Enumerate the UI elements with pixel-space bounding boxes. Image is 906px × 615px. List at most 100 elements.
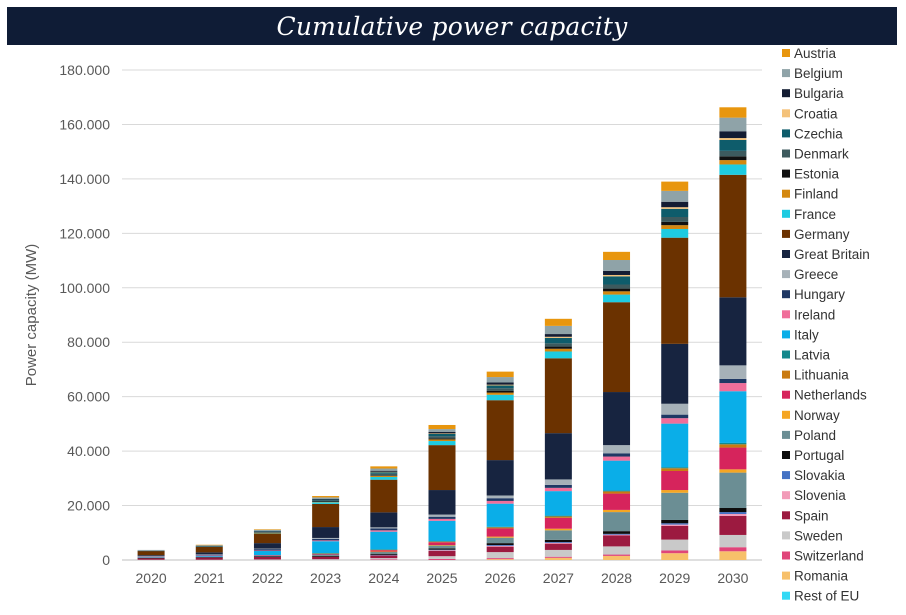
- bar-segment-ireland-2030: [719, 383, 747, 392]
- bar-segment-ireland-2029: [661, 418, 689, 424]
- y-tick-label: 160.000: [59, 116, 110, 132]
- bar-segment-portugal-2030: [719, 508, 747, 513]
- bar-segment-italy-2025: [428, 520, 456, 542]
- legend-label: Spain: [794, 508, 829, 523]
- legend-label: Croatia: [794, 106, 838, 121]
- bar-segment-greece-2028: [603, 445, 631, 454]
- bar-segment-norway-2029: [661, 490, 689, 493]
- bar-segment-france-2028: [603, 294, 631, 303]
- bar-segment-portugal-2020: [137, 557, 165, 559]
- x-tick-label: 2028: [601, 570, 632, 586]
- bar-segment-estonia-2023: [312, 501, 340, 502]
- legend-swatch: [782, 89, 790, 98]
- bar-segment-romania-2026: [486, 559, 514, 560]
- bar-segment-czechia-2030: [719, 139, 747, 151]
- bar-segment-denmark-2026: [486, 388, 514, 391]
- bar-segment-poland-2026: [486, 537, 514, 544]
- bar-segment-czechia-2028: [603, 276, 631, 285]
- bar-segment-sweden-2029: [661, 539, 689, 551]
- legend-swatch: [782, 370, 790, 379]
- bar-segment-austria-2030: [719, 107, 747, 118]
- legend-label: Rest of EU: [794, 589, 859, 604]
- bar-segment-greece-2023: [312, 537, 340, 539]
- bar-segment-norway-2024: [370, 551, 398, 553]
- legend-swatch: [782, 390, 790, 399]
- bar-segment-latvia-2030: [719, 442, 747, 445]
- legend-swatch: [782, 471, 790, 480]
- legend-swatch: [782, 129, 790, 138]
- bar-segment-romania-2028: [603, 555, 631, 560]
- bar-segment-czechia-2025: [428, 433, 456, 437]
- bar-segment-lithuania-2027: [544, 516, 572, 518]
- legend-label: Belgium: [794, 66, 843, 81]
- bar-segment-greece-2021: [195, 554, 223, 555]
- bar-segment-sweden-2023: [312, 559, 340, 560]
- bar-segment-norway-2027: [544, 528, 572, 531]
- bar-segment-sweden-2020: [137, 559, 165, 561]
- bar-segment-czechia-2022: [253, 531, 281, 532]
- bar-segment-great-britain-2027: [544, 433, 572, 480]
- bar-segment-czechia-2026: [486, 385, 514, 389]
- bar-segment-switzerland-2027: [544, 556, 572, 558]
- bar-segment-croatia-2028: [603, 274, 631, 277]
- bar-segment-latvia-2028: [603, 490, 631, 492]
- bar-segment-austria-2029: [661, 181, 689, 191]
- legend-label: Romania: [794, 569, 849, 584]
- bar-segment-romania-2027: [544, 557, 572, 560]
- legend-swatch: [782, 229, 790, 238]
- bar-segment-slovakia-2024: [370, 554, 398, 556]
- bar-segment-sweden-2026: [486, 552, 514, 559]
- legend-swatch: [782, 250, 790, 258]
- bar-segment-lithuania-2026: [486, 527, 514, 529]
- bar-segment-poland-2021: [195, 557, 223, 558]
- legend-label: Switzerland: [794, 549, 864, 564]
- x-tick-label: 2030: [717, 570, 748, 586]
- bar-segment-portugal-2022: [253, 556, 281, 558]
- bar-segment-france-2025: [428, 441, 456, 446]
- bar-segment-slovenia-2027: [544, 542, 572, 544]
- bar-segment-france-2030: [719, 164, 747, 175]
- legend-label: Austria: [794, 46, 837, 61]
- bar-segment-greece-2020: [137, 555, 165, 557]
- bar-segment-great-britain-2029: [661, 343, 689, 404]
- bar-segment-bulgaria-2030: [719, 131, 747, 139]
- x-tick-label: 2025: [426, 570, 457, 586]
- bar-segment-france-2026: [486, 394, 514, 401]
- bar-segment-lithuania-2023: [312, 553, 340, 554]
- bar-segment-belgium-2020: [137, 549, 165, 551]
- bar-segment-france-2024: [370, 476, 398, 480]
- bar-segment-netherlands-2023: [312, 553, 340, 555]
- bar-segment-denmark-2022: [253, 531, 281, 533]
- bar-segment-germany-2028: [603, 302, 631, 393]
- bar-segment-slovakia-2027: [544, 542, 572, 543]
- bar-segment-lithuania-2025: [428, 541, 456, 543]
- bar-segment-spain-2028: [603, 535, 631, 547]
- bar-segment-spain-2030: [719, 515, 747, 535]
- legend-swatch: [782, 430, 790, 439]
- bar-segment-denmark-2030: [719, 150, 747, 157]
- bar-segment-italy-2027: [544, 491, 572, 516]
- bar-segment-hungary-2026: [486, 498, 514, 501]
- bar-segment-spain-2024: [370, 555, 398, 559]
- bar-segment-estonia-2028: [603, 288, 631, 292]
- bar-segment-italy-2020: [137, 557, 165, 558]
- bar-segment-bulgaria-2022: [253, 531, 281, 532]
- bar-segment-great-britain-2021: [195, 552, 223, 555]
- bar-segment-austria-2027: [544, 318, 572, 326]
- bar-segment-netherlands-2029: [661, 470, 689, 491]
- legend-label: Latvia: [794, 348, 831, 363]
- legend-label: Estonia: [794, 167, 840, 182]
- bar-segment-austria-2028: [603, 251, 631, 261]
- bar-segment-sweden-2021: [195, 559, 223, 561]
- bar-segment-sweden-2022: [253, 559, 281, 560]
- bar-segment-lithuania-2024: [370, 549, 398, 551]
- bar-segment-sweden-2025: [428, 556, 456, 559]
- chart-title-bar: Cumulative power capacity: [7, 7, 897, 45]
- x-tick-label: 2023: [310, 570, 341, 586]
- bar-segment-greece-2030: [719, 365, 747, 379]
- legend-label: Bulgaria: [794, 86, 844, 101]
- bar-segment-netherlands-2026: [486, 528, 514, 537]
- bar-segment-poland-2024: [370, 551, 398, 554]
- bar-segment-denmark-2020: [137, 550, 165, 552]
- bar-segment-austria-2023: [312, 496, 340, 498]
